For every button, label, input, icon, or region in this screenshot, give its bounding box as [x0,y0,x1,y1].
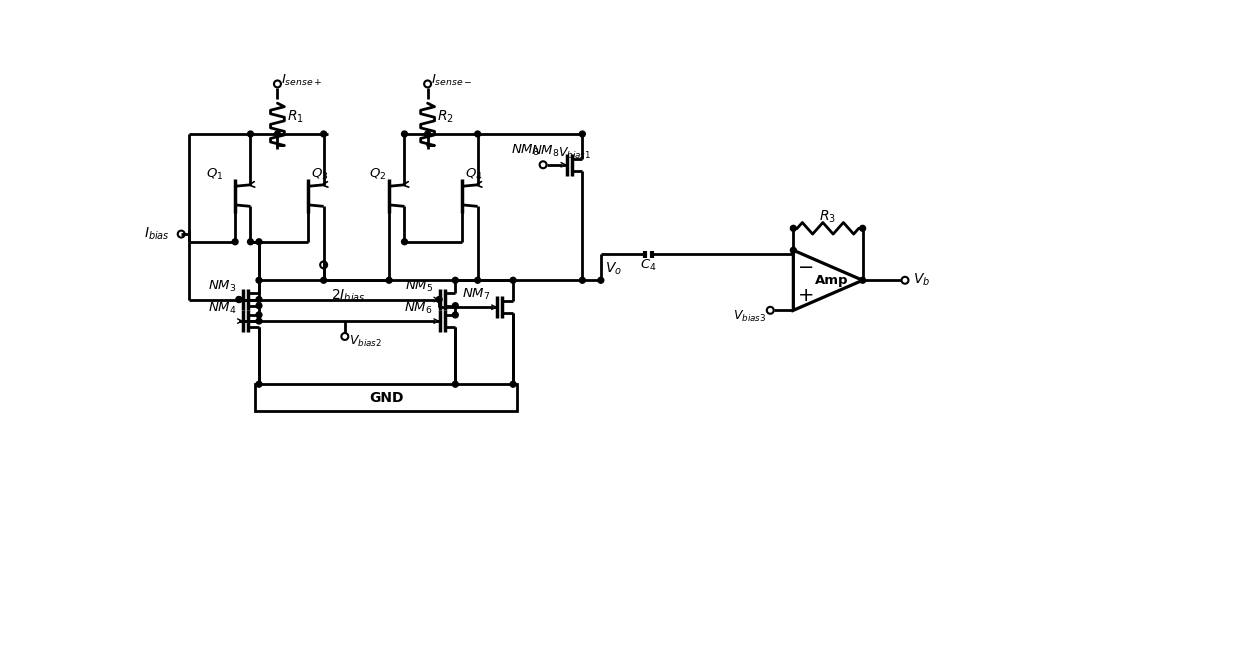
Text: $V_{bias3}$: $V_{bias3}$ [733,309,766,324]
Text: $V_b$: $V_b$ [913,272,930,288]
Text: $R_1$: $R_1$ [286,108,304,125]
Circle shape [453,381,459,387]
Circle shape [859,277,866,283]
Text: $NM_7$: $NM_7$ [463,286,491,302]
Circle shape [436,297,443,303]
Text: $I_{sense+}$: $I_{sense+}$ [281,73,322,87]
Circle shape [402,131,408,137]
Circle shape [475,131,481,137]
Text: $V_{bias2}$: $V_{bias2}$ [348,334,382,349]
Text: $NM_8$: $NM_8$ [532,144,560,159]
Text: $Q_3$: $Q_3$ [310,167,329,182]
Text: $NM_6$: $NM_6$ [404,301,433,316]
Text: $V_{bias1}$: $V_{bias1}$ [558,146,591,161]
Text: $R_2$: $R_2$ [436,108,454,125]
Circle shape [510,277,516,283]
Circle shape [248,131,253,137]
Text: $NM_5$: $NM_5$ [404,279,433,294]
Text: $I_{bias}$: $I_{bias}$ [144,226,170,242]
Text: $NM_4$: $NM_4$ [208,301,237,316]
Text: $C_4$: $C_4$ [640,258,657,273]
Circle shape [255,312,262,318]
Text: Amp: Amp [815,273,848,287]
Text: $R_3$: $R_3$ [820,209,837,225]
Circle shape [453,277,459,283]
Circle shape [424,131,430,137]
Text: $NM_8$: $NM_8$ [511,143,539,159]
Circle shape [255,381,262,387]
Circle shape [510,381,516,387]
Circle shape [255,239,262,245]
Circle shape [579,131,585,137]
Circle shape [321,131,326,137]
Circle shape [386,277,392,283]
Text: $-$: $-$ [797,256,813,275]
Circle shape [248,239,253,245]
Text: GND: GND [368,391,403,405]
Circle shape [236,297,242,303]
Circle shape [255,303,262,308]
Circle shape [453,312,459,318]
Circle shape [790,248,796,253]
Circle shape [274,131,280,137]
Text: $V_o$: $V_o$ [605,260,621,277]
Circle shape [598,277,604,283]
Text: $I_{sense-}$: $I_{sense-}$ [432,73,472,87]
Circle shape [321,277,326,283]
Text: $+$: $+$ [797,286,813,305]
Text: $Q_1$: $Q_1$ [206,167,223,182]
Circle shape [255,297,262,303]
Circle shape [255,318,262,324]
Circle shape [579,277,585,283]
Circle shape [232,239,238,245]
Text: $2I_{bias}$: $2I_{bias}$ [331,288,366,304]
Text: $Q_2$: $Q_2$ [370,167,387,182]
Text: $NM_3$: $NM_3$ [208,279,237,294]
Circle shape [475,277,481,283]
Circle shape [453,303,459,308]
Circle shape [859,226,866,231]
FancyBboxPatch shape [255,384,517,411]
Circle shape [790,226,796,231]
Text: $Q_4$: $Q_4$ [465,167,482,182]
Circle shape [402,239,408,245]
Circle shape [236,297,242,303]
Circle shape [255,277,262,283]
